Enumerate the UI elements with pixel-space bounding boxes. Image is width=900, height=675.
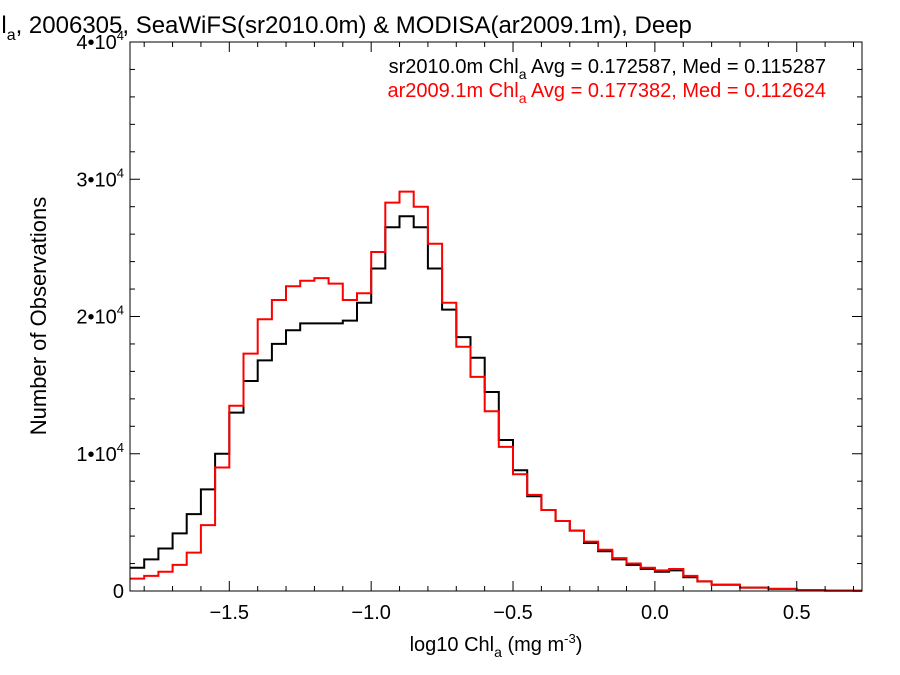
y-tick-label: 2•104 <box>76 303 124 329</box>
x-tick-label: 0.5 <box>783 602 811 624</box>
x-tick-label: −1.0 <box>351 602 390 624</box>
axis-ticks: −1.5 −1.0 −0.5 0.0 0.5 0 1•104 2•104 3•104 4•104 <box>76 28 862 624</box>
y-tick-label: 4•104 <box>76 28 124 54</box>
series-line-0 <box>130 215 862 592</box>
chart-title: hla, 2006305, SeaWiFS(sr2010.0m) & MODIS… <box>0 12 692 44</box>
y-axis-label: Number of Observations <box>26 197 51 435</box>
legend-entry-ar2009: ar2009.1m Chla Avg = 0.177382, Med = 0.1… <box>388 80 827 106</box>
plot-frame <box>129 41 863 592</box>
x-tick-label: 0.0 <box>641 602 669 624</box>
y-tick-label: 1•104 <box>76 440 124 466</box>
y-tick-label: 0 <box>113 581 124 603</box>
series-line-1 <box>130 190 862 592</box>
x-tick-label: −0.5 <box>493 602 532 624</box>
x-axis-label: log10 Chla (mg m-3) <box>410 631 583 660</box>
legend-entry-sr2010: sr2010.0m Chla Avg = 0.172587, Med = 0.1… <box>389 56 826 82</box>
series-layer <box>130 190 862 592</box>
y-tick-label: 3•104 <box>76 165 124 191</box>
x-tick-label: −1.5 <box>210 602 249 624</box>
